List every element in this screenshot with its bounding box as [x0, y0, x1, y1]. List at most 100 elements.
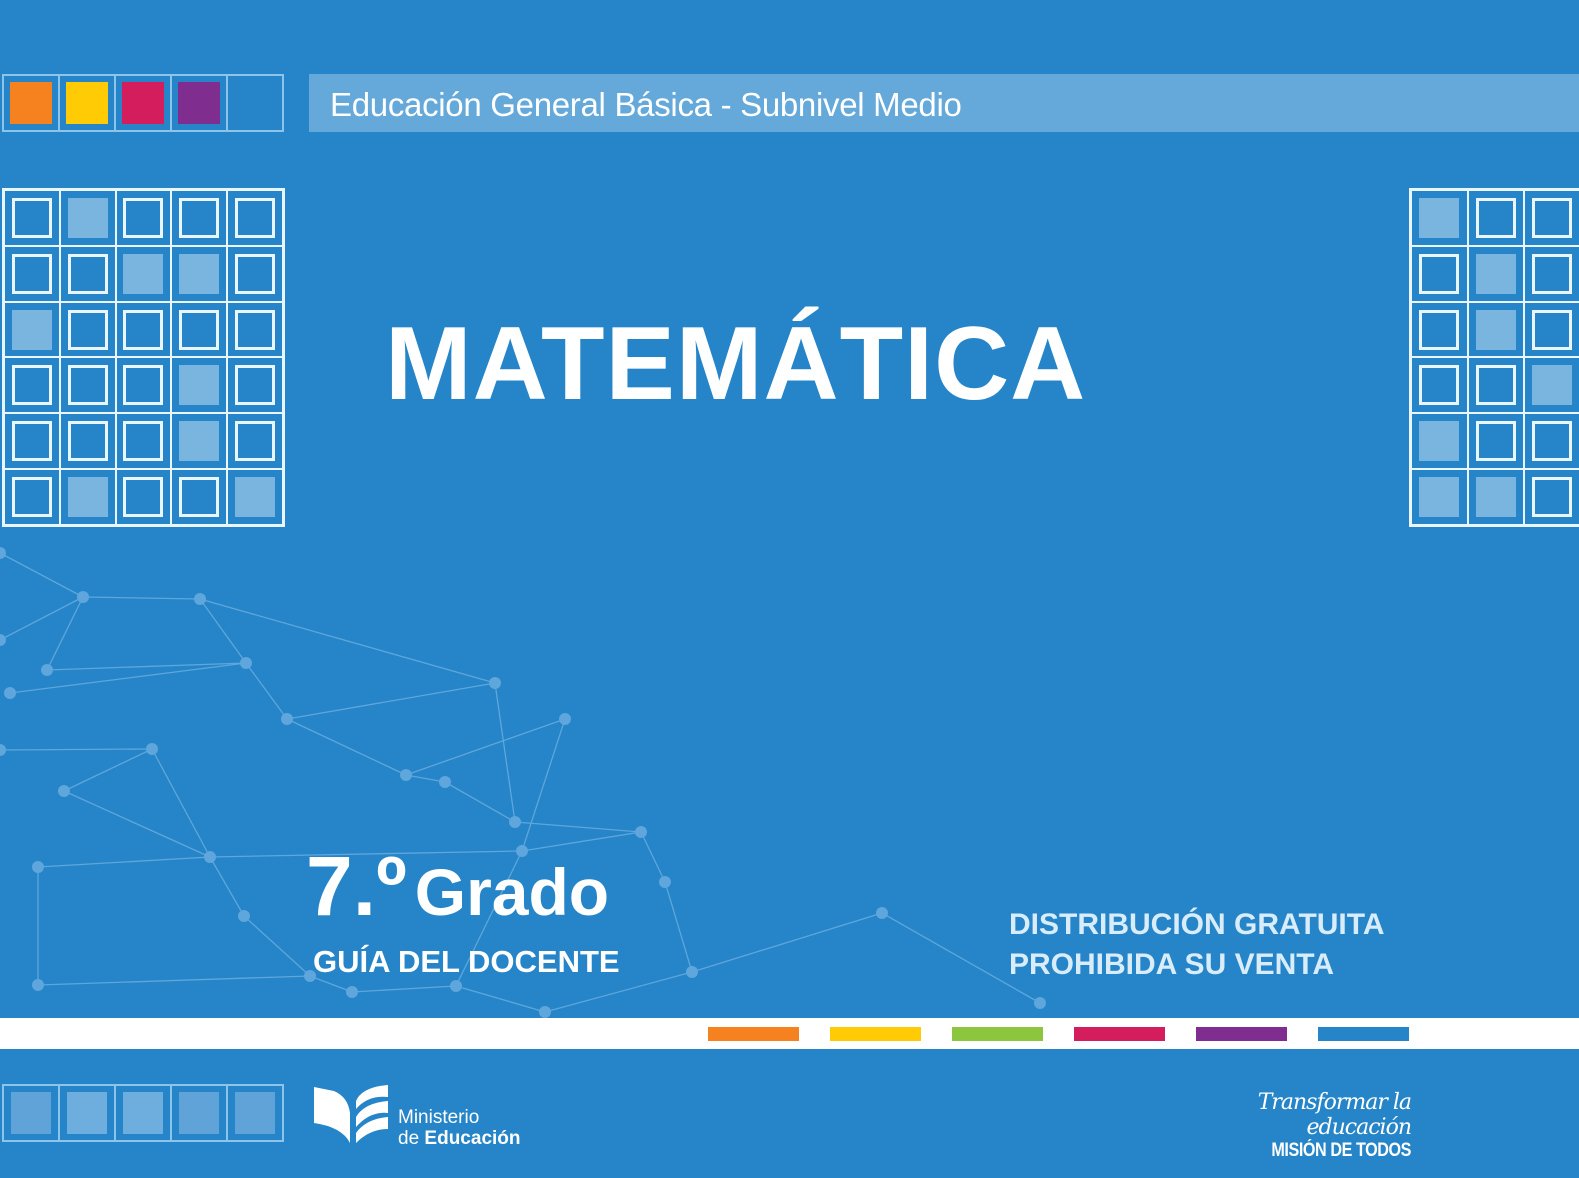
grid-outline-square — [1419, 309, 1460, 350]
network-line — [9, 662, 247, 694]
grade-word: Grado — [414, 855, 610, 929]
color-swatch — [178, 82, 220, 124]
grid-filled-square — [235, 477, 276, 518]
color-bars — [708, 1027, 1409, 1041]
grid-cell — [59, 469, 116, 525]
network-node — [450, 980, 462, 992]
color-swatch — [122, 82, 164, 124]
subject-title: MATEMÁTICA — [385, 306, 1087, 422]
network-node — [41, 664, 53, 676]
grid-filled-square — [1475, 309, 1516, 350]
network-node — [240, 657, 252, 669]
decorative-grid-right — [1409, 188, 1579, 527]
color-bar — [1196, 1027, 1287, 1041]
network-line — [455, 985, 546, 1013]
network-node — [686, 966, 698, 978]
network-line — [209, 850, 523, 858]
grid-outline-square — [1532, 253, 1573, 294]
grid-cell — [115, 301, 172, 358]
grid-cell — [4, 413, 60, 470]
bottom-strip — [2, 1084, 284, 1142]
grid-outline-square — [235, 421, 276, 462]
grid-cell — [1524, 357, 1579, 414]
color-bar — [1074, 1027, 1165, 1041]
grid-outline-square — [11, 421, 52, 462]
grid-outline-square — [235, 309, 276, 350]
grid-filled-square — [1532, 365, 1573, 406]
grid-cell — [4, 469, 60, 525]
network-line — [691, 912, 883, 973]
network-line — [209, 856, 245, 917]
grid-outline-square — [123, 309, 164, 350]
network-node — [876, 907, 888, 919]
grid-cell — [171, 357, 228, 414]
grade-number: 7.º — [306, 839, 407, 933]
grid-filled-square — [1419, 421, 1460, 462]
network-node — [0, 634, 6, 646]
grid-outline-square — [1419, 253, 1460, 294]
color-bar — [952, 1027, 1043, 1041]
grid-cell — [1411, 301, 1468, 358]
network-line — [243, 915, 311, 977]
grid-filled-square — [1475, 477, 1516, 518]
swatch-cell — [228, 76, 282, 130]
decorative-grid-left — [2, 188, 285, 527]
grid-outline-square — [123, 365, 164, 406]
network-line — [46, 596, 84, 671]
swatch-cell — [4, 76, 60, 130]
network-node — [539, 1006, 551, 1018]
grid-outline-square — [67, 365, 108, 406]
grid-outline-square — [179, 477, 220, 518]
grid-cell — [1524, 190, 1579, 246]
network-node — [304, 970, 316, 982]
grid-filled-square — [1419, 197, 1460, 238]
grid-filled-square — [179, 421, 220, 462]
ministry-line-2-prefix: de — [398, 1128, 420, 1149]
grid-cell — [1411, 190, 1468, 246]
network-node — [659, 876, 671, 888]
color-bar — [1318, 1027, 1409, 1041]
network-line — [521, 718, 566, 852]
grid-cell — [115, 469, 172, 525]
network-line — [640, 831, 666, 883]
grid-cell — [1411, 469, 1468, 525]
grid-outline-square — [1475, 365, 1516, 406]
network-node — [194, 593, 206, 605]
grid-filled-square — [67, 477, 108, 518]
grid-cell — [1411, 245, 1468, 302]
guide-label: GUÍA DEL DOCENTE — [313, 944, 620, 979]
grid-cell — [59, 190, 116, 246]
network-node — [32, 861, 44, 873]
level-banner: Educación General Básica - Subnivel Medi… — [309, 74, 1579, 132]
grid-outline-square — [67, 309, 108, 350]
grid-outline-square — [179, 309, 220, 350]
grid-cell — [4, 245, 60, 302]
grid-cell — [115, 245, 172, 302]
network-line — [351, 985, 457, 993]
grid-outline-square — [235, 253, 276, 294]
grid-outline-square — [67, 253, 108, 294]
network-line — [46, 662, 247, 671]
network-node — [146, 743, 158, 755]
network-node — [635, 826, 647, 838]
network-node — [1034, 997, 1046, 1009]
grid-outline-square — [1532, 197, 1573, 238]
grid-outline-square — [235, 197, 276, 238]
grid-cell — [59, 301, 116, 358]
grid-cell — [1467, 245, 1524, 302]
level-banner-text: Educación General Básica - Subnivel Medi… — [330, 86, 962, 123]
network-line — [245, 662, 288, 720]
grid-outline-square — [11, 365, 52, 406]
network-line — [199, 598, 496, 684]
grid-cell — [1411, 413, 1468, 470]
grid-outline-square — [1419, 365, 1460, 406]
grid-filled-square — [1419, 477, 1460, 518]
grid-cell — [1524, 301, 1579, 358]
grid-filled-square — [179, 253, 220, 294]
grid-cell — [1467, 469, 1524, 525]
grid-cell — [171, 413, 228, 470]
grid-outline-square — [1475, 421, 1516, 462]
grid-cell — [171, 301, 228, 358]
ministry-line-1: Ministerio — [398, 1107, 480, 1128]
